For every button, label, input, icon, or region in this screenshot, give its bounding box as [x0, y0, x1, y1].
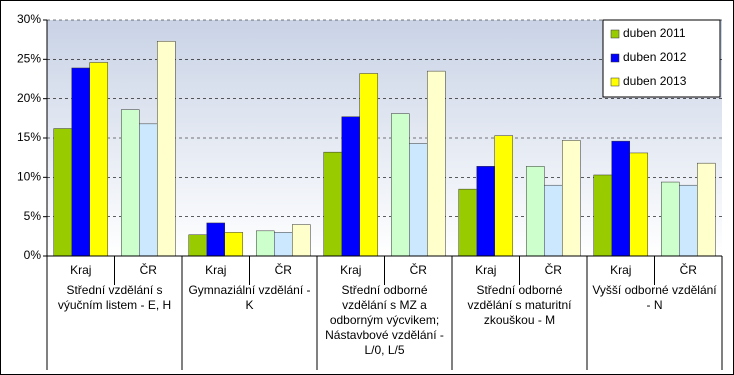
- y-tick-label: 25%: [17, 52, 41, 66]
- y-tick-label: 15%: [17, 130, 41, 144]
- x-tick-label: Kraj: [70, 263, 91, 277]
- bar: [697, 162, 716, 257]
- legend-box: [602, 19, 721, 98]
- bar: [611, 140, 630, 257]
- bar: [121, 109, 140, 257]
- bar: [494, 135, 513, 257]
- group-label: Střední odborné vzdělání s MZ a odborným…: [325, 283, 444, 357]
- group-label-box: Gymnaziální vzdělání - K: [188, 283, 311, 312]
- bar: [139, 123, 158, 257]
- x-tick-label: Kraj: [340, 263, 361, 277]
- x-tick-label: Kraj: [610, 263, 631, 277]
- bar: [458, 188, 477, 257]
- bar: [256, 230, 275, 257]
- bar: [224, 232, 243, 257]
- bar: [53, 128, 72, 257]
- bar: [593, 174, 612, 257]
- bar: [526, 166, 545, 257]
- legend-swatch: [610, 77, 620, 87]
- bar: [341, 116, 360, 257]
- bar: [323, 151, 342, 257]
- x-tick-label: Kraj: [475, 263, 496, 277]
- bar: [71, 67, 90, 257]
- bar: [562, 140, 581, 257]
- bar: [476, 166, 495, 257]
- group-label-box: Střední odborné vzdělání s maturitní zko…: [467, 283, 572, 327]
- group-label: Vyšší odborné vzdělání - N: [592, 283, 717, 312]
- group-label: Gymnaziální vzdělání - K: [188, 283, 311, 312]
- group-label-box: Střední odborné vzdělání s MZ a odborným…: [325, 283, 444, 357]
- legend-label: duben 2011: [623, 26, 686, 40]
- legend-label: duben 2013: [623, 74, 687, 88]
- x-tick-label: ČR: [545, 262, 563, 277]
- x-tick-label: ČR: [680, 262, 698, 277]
- y-tick-label: 30%: [17, 12, 41, 26]
- bar: [629, 152, 648, 257]
- y-tick-label: 0%: [24, 248, 42, 262]
- x-tick-label: ČR: [275, 262, 293, 277]
- legend-swatch: [610, 53, 620, 63]
- bar: [391, 113, 410, 257]
- bar: [544, 184, 563, 257]
- y-tick-label: 20%: [17, 91, 41, 105]
- group-label-box: Střední vzdělání s výučním listem - E, H: [57, 283, 172, 312]
- x-tick-label: ČR: [410, 262, 428, 277]
- group-label: Střední vzdělání s výučním listem - E, H: [57, 283, 172, 312]
- group-label: Střední odborné vzdělání s maturitní zko…: [467, 283, 572, 327]
- x-tick-label: ČR: [140, 262, 158, 277]
- x-tick-label: Kraj: [205, 263, 226, 277]
- bar: [359, 73, 378, 257]
- bar: [206, 222, 225, 257]
- bar: [157, 40, 176, 257]
- bar: [292, 224, 311, 257]
- bar: [409, 143, 428, 257]
- bar: [188, 234, 207, 257]
- legend-swatch: [610, 29, 620, 39]
- y-tick-label: 5%: [24, 209, 42, 223]
- y-tick-label: 10%: [17, 170, 41, 184]
- bar: [427, 70, 446, 257]
- group-label-box: Vyšší odborné vzdělání - N: [592, 283, 717, 312]
- legend-label: duben 2012: [623, 50, 687, 64]
- bar: [274, 232, 293, 257]
- bar: [89, 62, 108, 257]
- bar: [661, 181, 680, 257]
- bar: [679, 184, 698, 257]
